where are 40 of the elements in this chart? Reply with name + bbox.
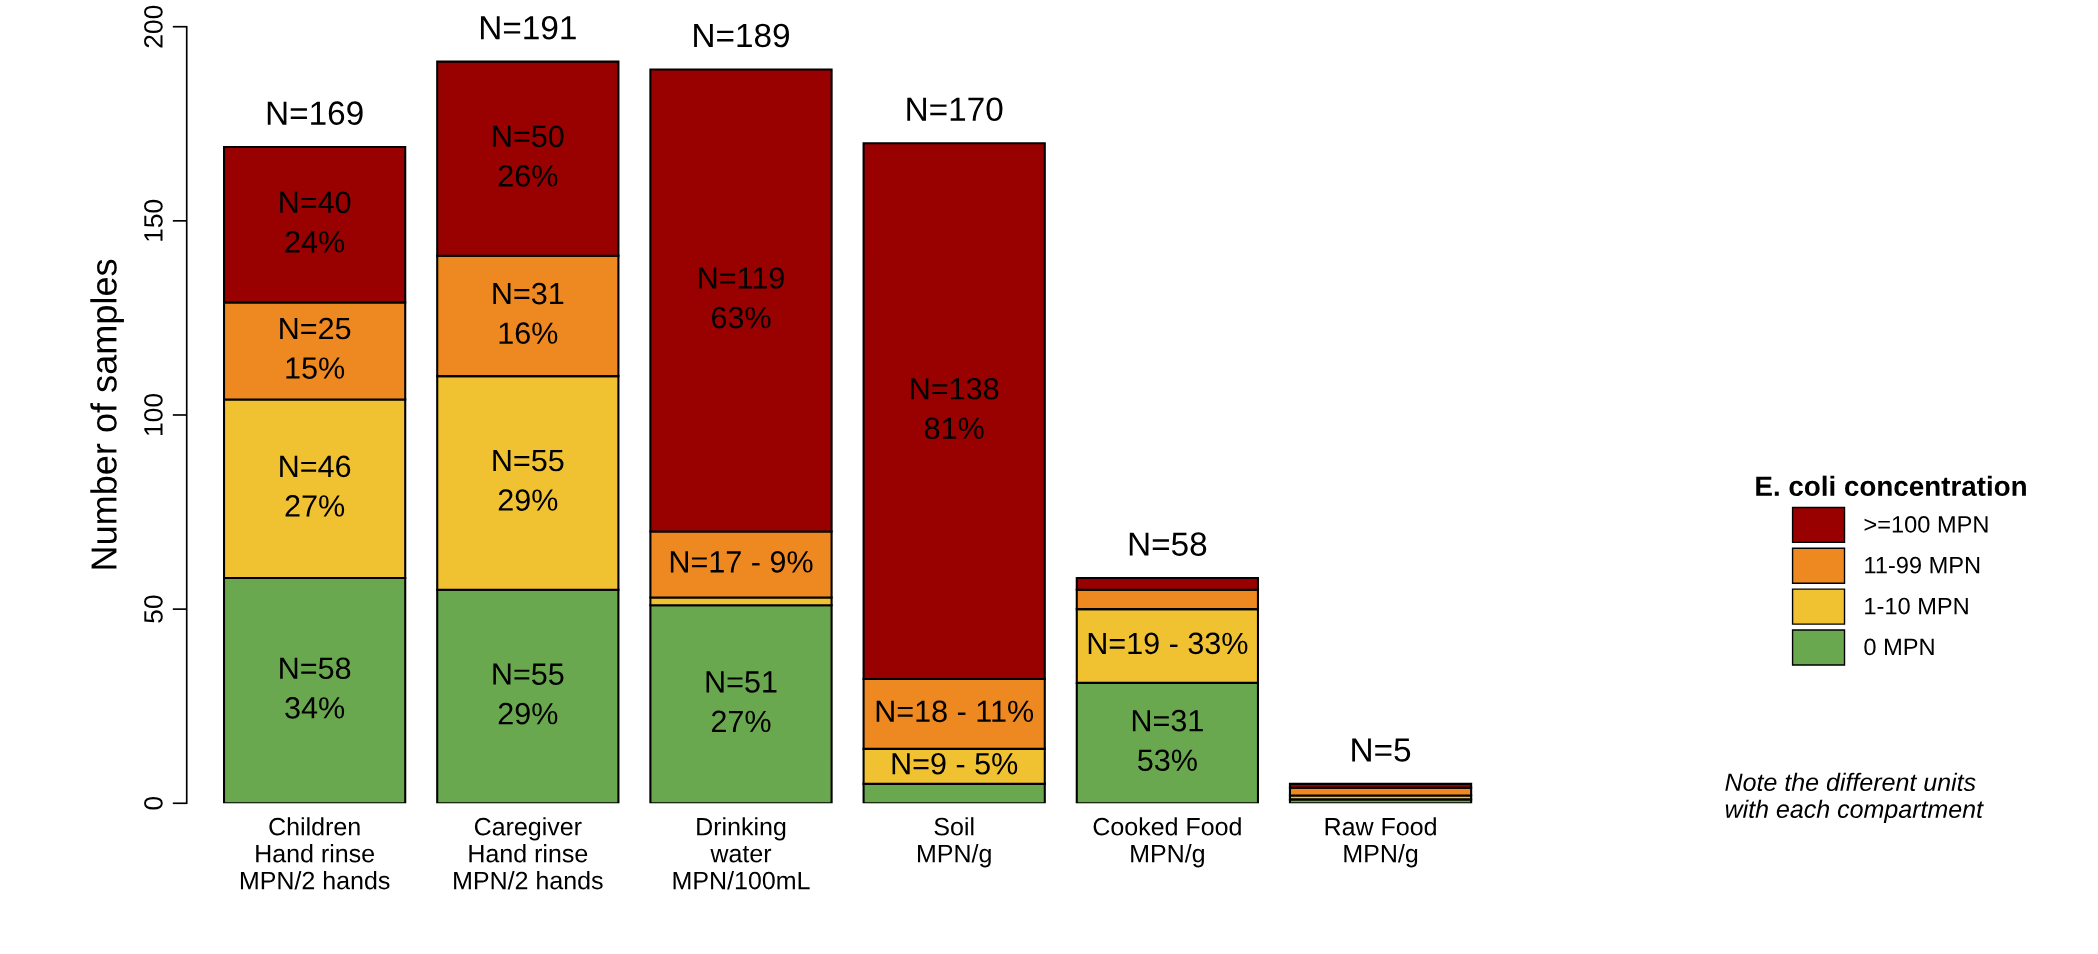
text: Note the different units with each compartment xyxy=(1725,772,1984,823)
x-tick-label: Soil MPN/g xyxy=(918,817,991,868)
x-tick-label: Caregiver Hand rinse MPN/2 hands xyxy=(454,817,603,890)
y-tick-label: 200 xyxy=(144,5,163,48)
x-tick-label: Drinking water MPN/100mL xyxy=(673,817,810,890)
y-tick-label: 100 xyxy=(144,394,163,435)
total-label: N=5 xyxy=(1352,738,1411,762)
data-label: N=25 15% xyxy=(280,317,351,379)
data-label: N=19 - 33% xyxy=(1088,632,1248,655)
data-label: N=138 81% xyxy=(911,377,999,440)
total-label: N=169 xyxy=(267,101,363,125)
y-axis-title: Number of samples xyxy=(90,259,124,569)
y-tick-label: 150 xyxy=(144,199,163,241)
y-tick-label: 0 xyxy=(144,796,163,810)
data-label: N=46 27% xyxy=(280,455,351,517)
x-tick-label: Raw Food MPN/g xyxy=(1325,817,1436,868)
x-tick-label: Cooked Food MPN/g xyxy=(1093,817,1241,868)
data-label: N=18 - 11% xyxy=(876,700,1034,723)
legend-label: >=100 MPN xyxy=(1864,516,1988,533)
data-label: N=51 27% xyxy=(706,671,777,733)
x-tick-label: Children Hand rinse MPN/2 hands xyxy=(240,817,390,890)
total-label: N=58 xyxy=(1129,532,1207,556)
total-label: N=191 xyxy=(480,15,576,40)
legend-label: 0 MPN xyxy=(1864,638,1934,656)
data-label: N=31 53% xyxy=(1132,709,1203,772)
data-label: N=58 34% xyxy=(280,657,351,719)
total-label: N=170 xyxy=(907,97,1003,122)
legend-label: 1-10 MPN xyxy=(1865,597,1968,615)
data-label: N=55 29% xyxy=(493,663,564,725)
legend-title: E. coli concentration xyxy=(1756,475,2026,497)
data-label: N=31 16% xyxy=(493,282,564,344)
legend-label: 11-99 MPN xyxy=(1865,556,1980,574)
data-label: N=119 63% xyxy=(699,267,784,329)
y-tick-label: 50 xyxy=(144,595,163,623)
data-label: N=40 24% xyxy=(280,191,351,253)
data-label: N=17 - 9% xyxy=(670,551,813,573)
data-label: N=55 29% xyxy=(493,450,564,511)
total-label: N=189 xyxy=(694,23,789,48)
data-label: N=9 - 5% xyxy=(892,752,1018,775)
data-label: N=50 26% xyxy=(493,125,564,187)
